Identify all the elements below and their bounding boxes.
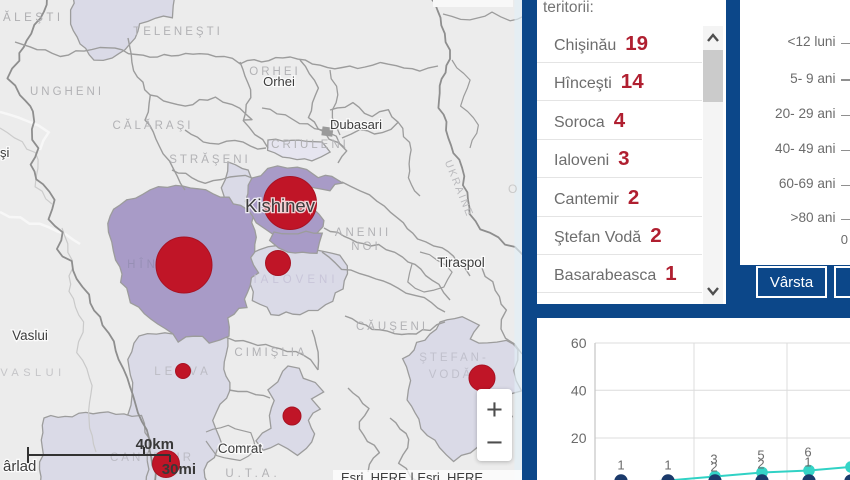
svg-text:2: 2 [710, 460, 717, 475]
svg-text:Vaslui: Vaslui [12, 328, 48, 343]
svg-text:40km: 40km [136, 436, 174, 453]
svg-text:STRĂŞENI: STRĂŞENI [169, 153, 251, 166]
svg-text:Esri, HERE | Esri, HERE: Esri, HERE | Esri, HERE [341, 470, 483, 480]
svg-text:Comrat: Comrat [218, 441, 263, 456]
svg-text:ârlad: ârlad [3, 458, 36, 475]
svg-text:NOI: NOI [351, 241, 380, 253]
svg-text:VASLUI: VASLUI [0, 367, 65, 379]
svg-text:şi: şi [0, 145, 10, 160]
svg-text:2: 2 [757, 457, 764, 472]
svg-text:60: 60 [571, 335, 587, 351]
svg-text:U.T.A.: U.T.A. [225, 468, 280, 480]
svg-text:VODĂ: VODĂ [429, 368, 474, 381]
svg-text:40: 40 [571, 382, 587, 398]
svg-text:IALOVENI: IALOVENI [253, 274, 338, 286]
svg-text:3: 3 [710, 452, 717, 467]
svg-text:1: 1 [664, 458, 671, 473]
svg-text:CIMIŞLIA: CIMIŞLIA [234, 347, 307, 359]
svg-text:O: O [508, 182, 517, 196]
svg-text:CĂLĂRAŞI: CĂLĂRAŞI [113, 119, 194, 132]
svg-text:TELENEŞTI: TELENEŞTI [133, 26, 223, 38]
svg-text:ŞTEFAN-: ŞTEFAN- [419, 352, 489, 364]
svg-text:şi: şi [0, 145, 10, 160]
svg-text:Tiraspol: Tiraspol [437, 255, 485, 270]
svg-text:20: 20 [571, 430, 587, 446]
svg-text:Dubasari: Dubasari [330, 117, 382, 132]
svg-text:Tiraspol: Tiraspol [437, 255, 485, 270]
svg-text:1: 1 [617, 458, 624, 473]
svg-text:Dubasari: Dubasari [330, 117, 382, 132]
svg-text:CĂUŞENI: CĂUŞENI [356, 320, 428, 333]
svg-text:Comrat: Comrat [218, 441, 263, 456]
svg-text:CRIULENI: CRIULENI [271, 139, 349, 151]
svg-text:Vaslui: Vaslui [12, 328, 48, 343]
svg-text:Orhei: Orhei [263, 74, 295, 89]
svg-text:Kishinev: Kishinev [245, 195, 316, 216]
svg-text:UNGHENI: UNGHENI [30, 86, 104, 98]
svg-text:Orhei: Orhei [263, 74, 295, 89]
svg-text:6: 6 [804, 445, 811, 460]
svg-text:ĂLEŞTI: ĂLEŞTI [3, 11, 64, 24]
svg-text:30mi: 30mi [162, 461, 196, 478]
svg-text:5: 5 [757, 448, 764, 463]
svg-text:ANENII: ANENII [335, 227, 391, 239]
svg-text:ORHEI: ORHEI [249, 66, 300, 78]
svg-text:1: 1 [804, 455, 811, 470]
svg-text:Kishinev: Kishinev [245, 195, 316, 216]
